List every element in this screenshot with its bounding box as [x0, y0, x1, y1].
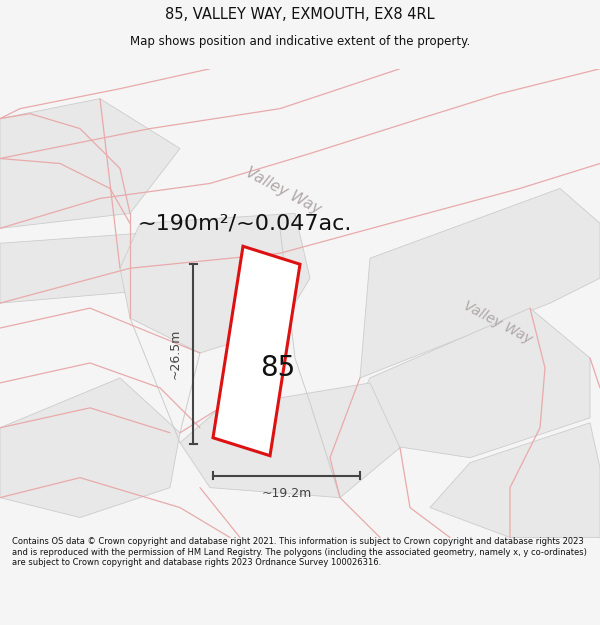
- Text: ~26.5m: ~26.5m: [169, 329, 182, 379]
- Text: 85: 85: [260, 354, 296, 382]
- Polygon shape: [120, 213, 310, 353]
- Polygon shape: [180, 383, 400, 498]
- Polygon shape: [213, 246, 300, 456]
- Polygon shape: [0, 99, 180, 228]
- Text: Valley Way: Valley Way: [243, 164, 323, 216]
- Polygon shape: [340, 308, 590, 458]
- Text: 85, VALLEY WAY, EXMOUTH, EX8 4RL: 85, VALLEY WAY, EXMOUTH, EX8 4RL: [165, 8, 435, 22]
- Polygon shape: [360, 188, 600, 378]
- Text: Contains OS data © Crown copyright and database right 2021. This information is : Contains OS data © Crown copyright and d…: [12, 538, 587, 568]
- Polygon shape: [0, 223, 290, 303]
- Polygon shape: [430, 422, 600, 538]
- Polygon shape: [0, 378, 180, 518]
- Text: Map shows position and indicative extent of the property.: Map shows position and indicative extent…: [130, 35, 470, 48]
- Text: ~19.2m: ~19.2m: [262, 487, 311, 500]
- Text: Valley Way: Valley Way: [461, 299, 535, 347]
- Text: ~190m²/~0.047ac.: ~190m²/~0.047ac.: [138, 213, 352, 233]
